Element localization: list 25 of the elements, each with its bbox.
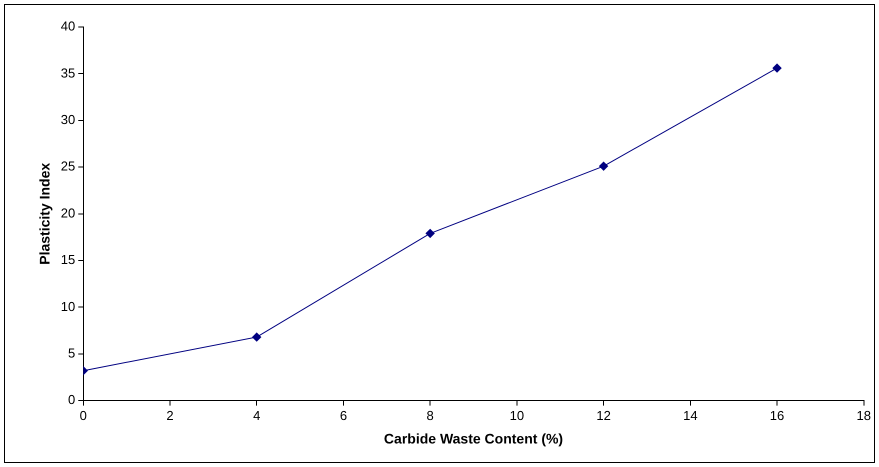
point [599,162,608,171]
point [252,332,262,342]
x-tick-label: 16 [770,408,784,423]
y-tick-label: 30 [60,112,76,127]
y-tick-label: 5 [68,345,76,360]
point [426,228,435,238]
y-tick-label: 20 [60,205,76,220]
x-tick-label: 2 [166,408,174,423]
x-tick-label: 0 [80,408,87,423]
x-tick-label: 4 [253,408,260,423]
x-tick-label: 18 [856,408,872,423]
x-tick-label: 10 [510,408,524,423]
y-tick-label: 10 [60,298,76,314]
x-tick-label: 8 [426,408,434,423]
x-tick-label: 12 [596,408,611,423]
y-tick-label: 40 [60,18,76,34]
x-axis-title: Carbide Waste Content (%) [384,430,564,446]
point [772,64,782,73]
y-tick-label: 15 [60,252,76,268]
y-tick-label: 0 [68,392,76,408]
x-tick-label: 6 [340,408,348,423]
y-axis-title: Plasticity Index [36,162,52,265]
x-tick-label: 14 [683,408,698,423]
y-tick-label: 35 [60,65,76,80]
y-tick-label: 25 [60,158,76,174]
